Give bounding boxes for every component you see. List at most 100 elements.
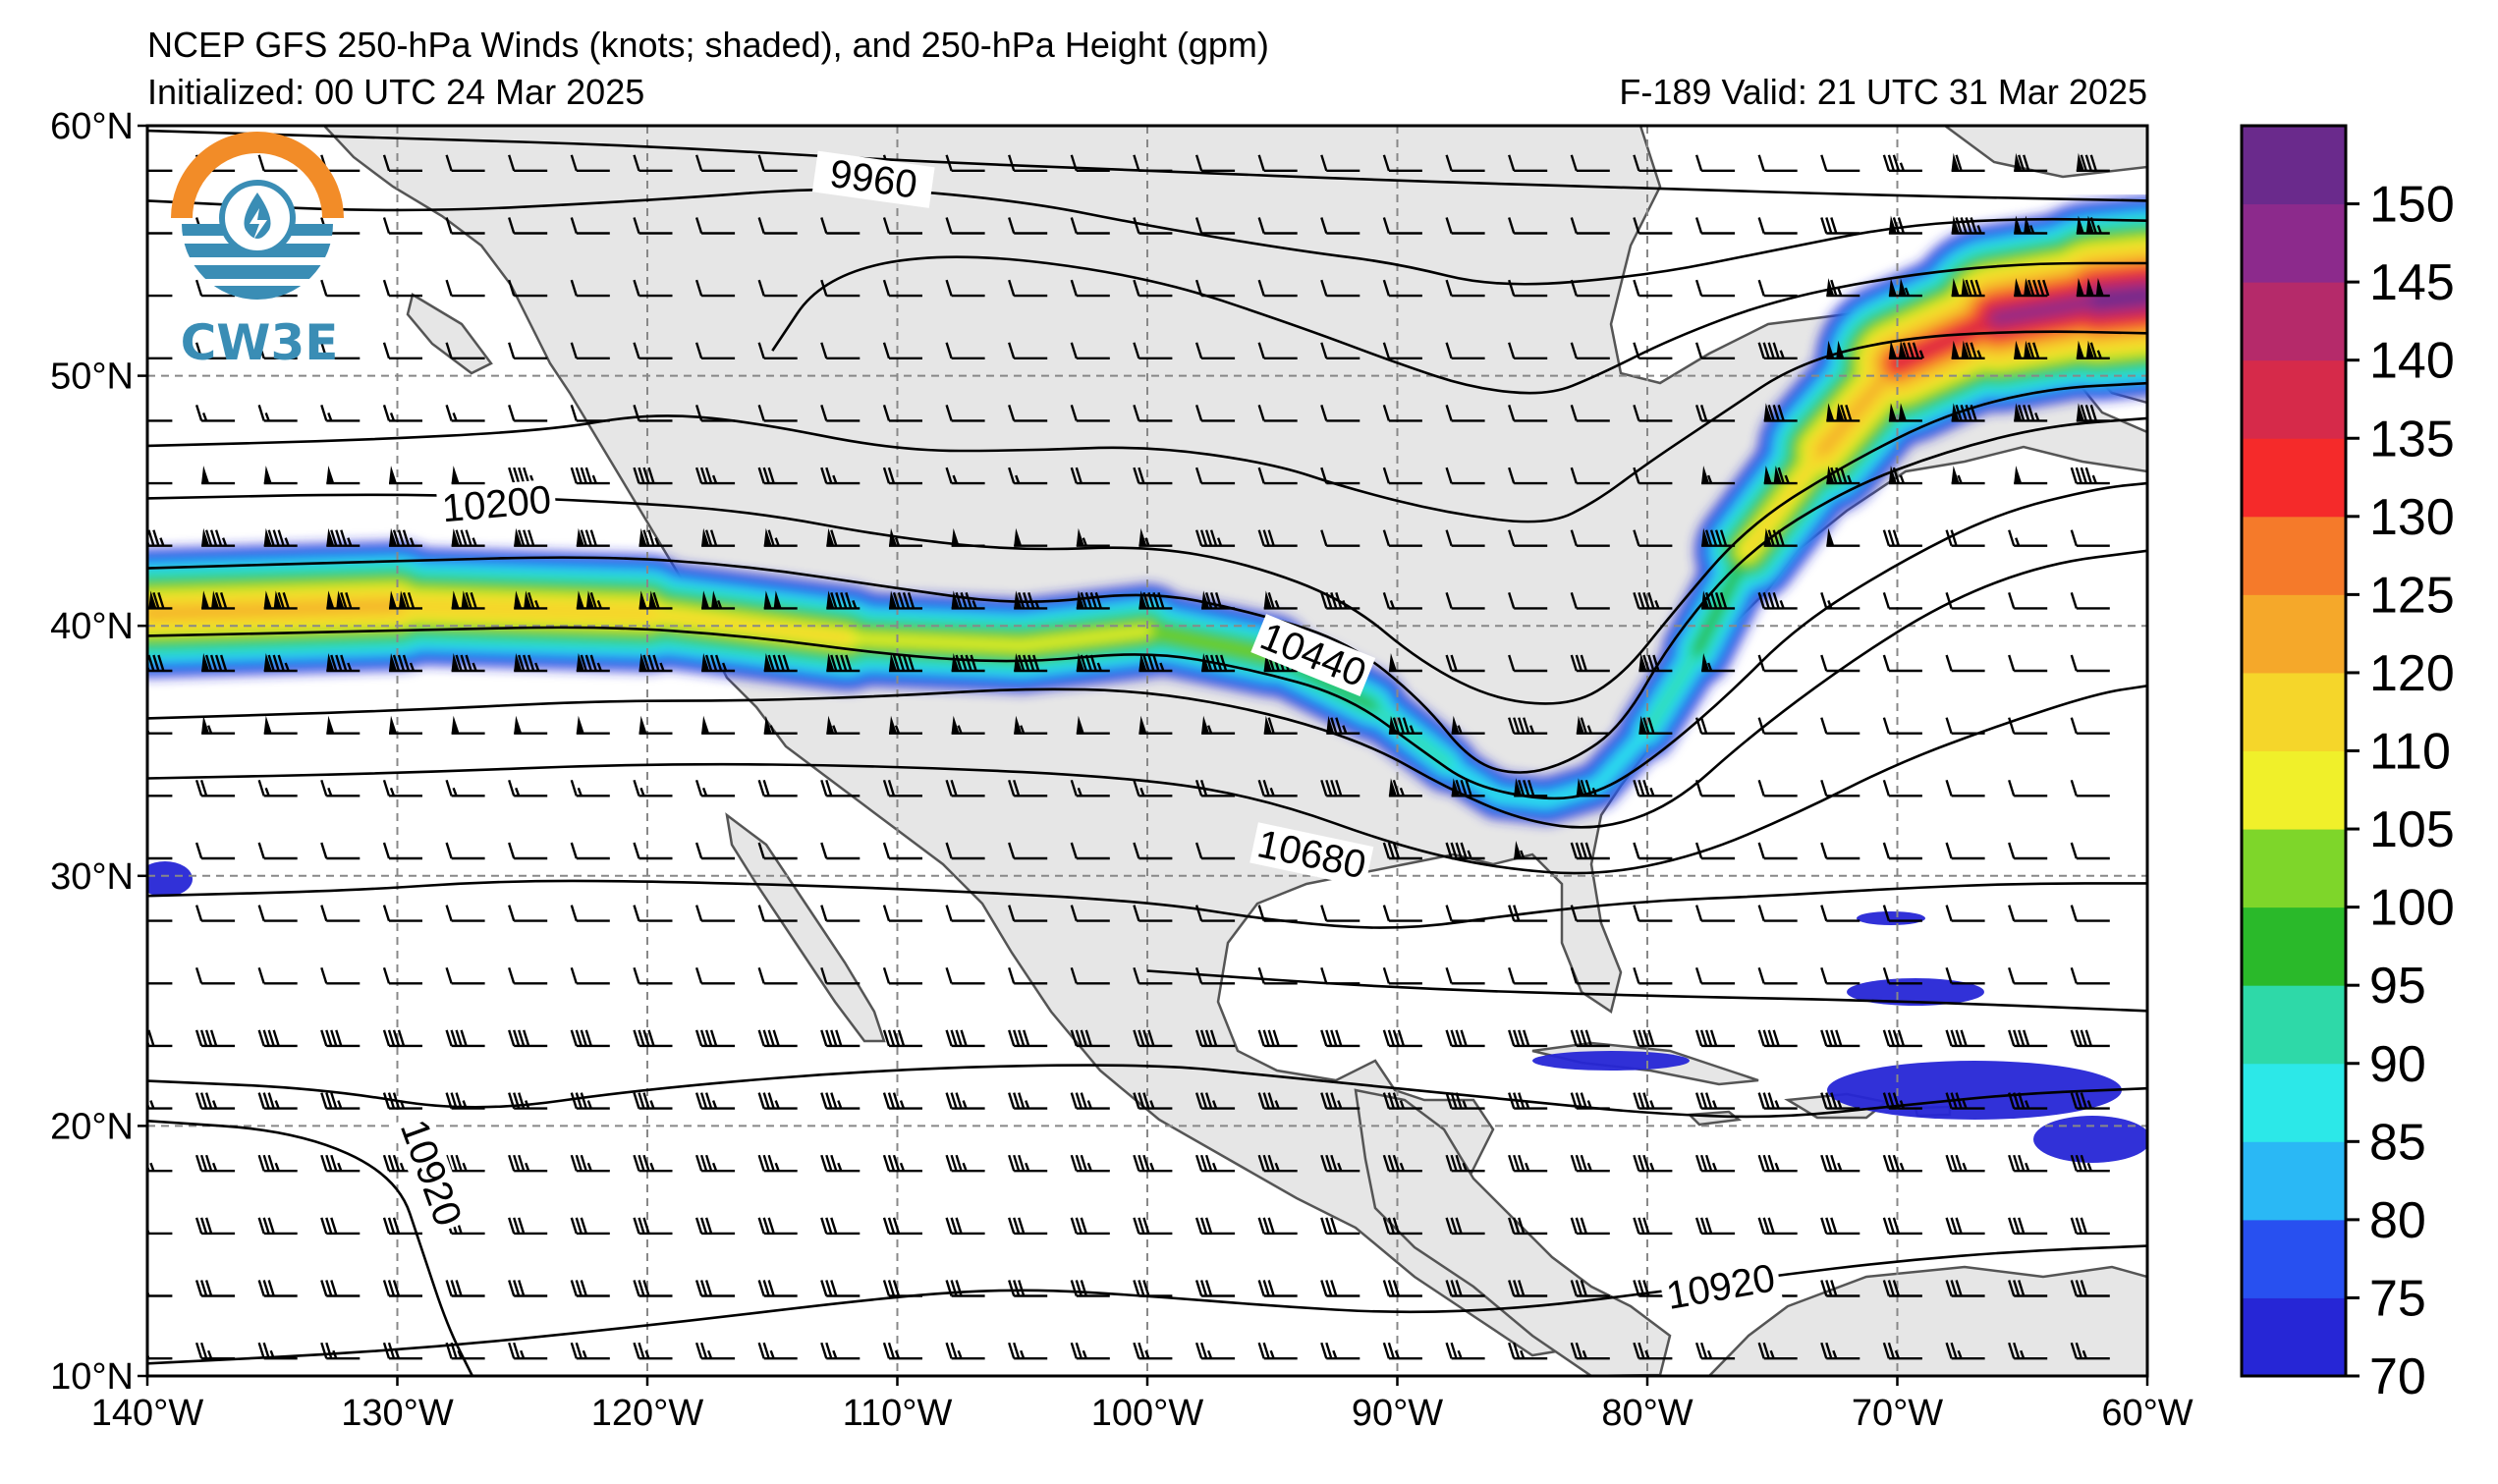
wind-barb: [1820, 1342, 1860, 1360]
wind-barb: [1257, 342, 1298, 359]
wind-barb: [1070, 1092, 1110, 1110]
wind-barb: [194, 342, 236, 359]
wind-barb: [694, 1217, 736, 1236]
contour-label: 10200: [435, 478, 558, 530]
colorbar-swatch: [2242, 907, 2346, 986]
wind-barb: [1320, 529, 1360, 547]
wind-barb: [1570, 1280, 1610, 1297]
wind-barb: [576, 715, 610, 735]
wind-barb: [1882, 1280, 1922, 1297]
wind-barb: [826, 527, 860, 547]
wind-barb: [1826, 278, 1860, 298]
wind-barb: [945, 342, 985, 359]
wind-barb: [1320, 217, 1360, 235]
colorbar-swatch: [2242, 203, 2346, 283]
wind-barb: [1445, 529, 1485, 547]
wind-barb: [1008, 154, 1048, 173]
wind-barb: [1945, 779, 1985, 797]
colorbar-swatch: [2242, 126, 2346, 205]
wind-barb: [508, 905, 548, 922]
wind-barb: [889, 653, 922, 673]
wind-barb: [1070, 405, 1110, 422]
cw3e-logo: CW3E: [171, 132, 344, 371]
wind-barb: [1320, 1280, 1360, 1297]
wind-barb: [1070, 1217, 1110, 1236]
wind-barb: [1945, 592, 1985, 610]
lon-tick-label: 100°W: [1091, 1393, 1204, 1434]
wind-barb: [1633, 592, 1673, 610]
wind-barb: [1570, 966, 1610, 985]
wind-barb: [1633, 966, 1673, 985]
wind-barb: [1070, 279, 1110, 298]
wind-barb: [320, 966, 361, 985]
wind-barb: [882, 467, 922, 485]
wind-barb: [1882, 905, 1922, 922]
wind-barb: [1445, 342, 1485, 359]
wind-barb: [1570, 592, 1610, 610]
wind-barb: [1194, 529, 1236, 547]
wind-barb: [1694, 1029, 1736, 1048]
wind-barb: [1194, 342, 1236, 359]
wind-barb: [826, 715, 860, 735]
wind-barb: [382, 779, 422, 797]
wind-barb: [694, 905, 736, 922]
wind-barb: [757, 905, 798, 922]
wind-barb: [194, 1029, 236, 1048]
wind-barb: [1633, 467, 1673, 485]
height-contour-line: [147, 685, 2147, 875]
colorbar-label: 125: [2369, 567, 2455, 624]
wind-barb: [1508, 1029, 1548, 1048]
wind-barb: [763, 527, 798, 547]
wind-barb: [389, 715, 422, 735]
wind-barb: [1633, 1342, 1673, 1360]
init-time-label: Initialized: 00 UTC 24 Mar 2025: [147, 72, 644, 112]
wind-barb: [826, 653, 860, 673]
wind-barb: [1633, 405, 1673, 422]
wind-barb: [945, 1280, 985, 1297]
wind-barb: [2070, 529, 2110, 547]
wind-barb: [1757, 1092, 1798, 1110]
jet-band-segment: [1892, 313, 2003, 368]
wind-barb: [508, 1217, 548, 1236]
wind-barb: [1014, 715, 1048, 735]
vancouver-island-land: [406, 293, 493, 375]
wind-barb: [1888, 403, 1922, 422]
wind-barb: [1514, 841, 1548, 860]
wind-barb: [945, 1342, 985, 1360]
wind-barb: [2008, 779, 2048, 797]
wind-barb: [445, 279, 485, 298]
wind-barb: [1382, 405, 1422, 422]
wind-barb: [1257, 154, 1298, 173]
lat-tick-label: 20°N: [50, 1106, 134, 1147]
wind-barb: [889, 715, 922, 735]
wind-barb: [694, 1029, 736, 1048]
wind-barb: [1882, 717, 1922, 735]
wind-barb: [201, 527, 236, 547]
wind-barb: [820, 1154, 860, 1173]
south-america-land: [1707, 1265, 2147, 1376]
wind-barb: [1320, 1342, 1360, 1360]
jet-band-segment: [1017, 626, 1152, 651]
wind-barb: [147, 232, 173, 235]
wind-barb: [633, 279, 673, 298]
wind-barb: [882, 842, 922, 860]
wind-barb: [1320, 1029, 1360, 1048]
wind-barb: [147, 590, 173, 610]
wind-barb: [1133, 842, 1173, 860]
wind-barb: [1382, 842, 1422, 860]
wind-barb: [1508, 905, 1548, 922]
wind-barb: [1633, 529, 1673, 547]
wind-barb: [1694, 279, 1736, 298]
wind-barb: [633, 1029, 673, 1048]
wind-barb: [1133, 467, 1173, 485]
wind-barb: [194, 966, 236, 985]
wind-barb: [451, 590, 485, 610]
wind-barb: [882, 966, 922, 985]
wind-barb: [1951, 340, 1985, 359]
wind-barb: [382, 405, 422, 422]
wind-barb: [694, 342, 736, 359]
wind-barb: [570, 905, 610, 922]
colorbar-label: 70: [2369, 1348, 2426, 1405]
